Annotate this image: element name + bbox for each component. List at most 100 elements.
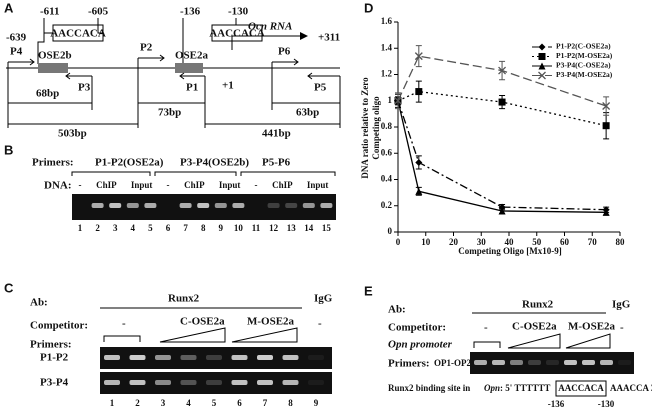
x-tick-label: 50 [532, 237, 542, 247]
lane-number: 5 [212, 398, 217, 408]
competitor: C-OSE2a [512, 321, 557, 333]
y-tick-label: 1 [388, 95, 393, 105]
lane-number: 9 [219, 223, 224, 233]
primer-set: P1-P2(OSE2a) [95, 157, 164, 169]
distance: 73bp [158, 107, 181, 119]
marker [498, 207, 506, 215]
primer: P2 [140, 42, 153, 54]
gel-band [180, 355, 197, 360]
panel-label: A [4, 0, 14, 15]
competitor: - [620, 322, 624, 334]
rna-arrow [231, 35, 300, 50]
coord: +311 [318, 32, 340, 44]
coord: -611 [40, 6, 60, 18]
lane-number: 3 [161, 398, 166, 408]
lane-number: 2 [95, 223, 100, 233]
panel-c: C Ab: Runx2 IgG Competitor: - C-OSE2a M-… [4, 280, 333, 408]
primers-label: Primers: [32, 157, 74, 169]
lane-number: 4 [186, 398, 191, 408]
brackets [71, 171, 336, 176]
primer-arrow [179, 72, 205, 80]
coord: -605 [88, 6, 109, 18]
lane-number: 1 [78, 223, 83, 233]
lane-header: - [167, 180, 170, 190]
coord: -130 [228, 6, 249, 18]
ab-label: Ab: [30, 297, 48, 309]
primer-arrow [307, 72, 340, 80]
competitor: - [318, 318, 322, 330]
x-tick-label: 10 [421, 237, 431, 247]
primers-label: Primers: [388, 358, 430, 370]
rna-label: Ocn RNA [248, 21, 292, 33]
gel-band [528, 360, 541, 365]
lane-number: 7 [263, 398, 268, 408]
control: IgG [612, 299, 631, 311]
coord: +1 [222, 80, 234, 92]
gel [100, 372, 332, 394]
primer-arrow [65, 72, 92, 80]
control: IgG [314, 293, 333, 305]
marker [415, 158, 423, 166]
marker [415, 88, 423, 96]
x-tick-label: 60 [560, 237, 570, 247]
gel-band [492, 360, 505, 365]
lane-number: 9 [314, 398, 319, 408]
site-coord: -136 [548, 399, 565, 409]
panel-label: D [364, 0, 373, 15]
gel-band [320, 203, 333, 208]
gel-band [600, 360, 613, 365]
y-tick-label: 0.2 [381, 200, 393, 210]
primer: P3 [78, 82, 91, 94]
gel-band [257, 355, 273, 360]
span-lines [8, 102, 340, 125]
x-tick-label: 20 [449, 237, 459, 247]
primers-label: Primers: [30, 339, 72, 351]
seq-box [211, 24, 263, 42]
lane-number: 5 [148, 223, 153, 233]
site-box: AACCACA [558, 383, 604, 393]
primer-set: OP1-OP2 [434, 358, 471, 368]
lane-header: Input [219, 180, 241, 190]
gel-band [206, 355, 222, 360]
connector [182, 18, 237, 64]
x-tick-label: 0 [396, 237, 401, 247]
gel-band [285, 203, 298, 208]
gel-band [197, 203, 210, 208]
lane-number: 11 [252, 223, 261, 233]
lane-number: 8 [288, 398, 293, 408]
distance: 63bp [296, 107, 319, 119]
lane-header: Input [131, 180, 153, 190]
distance: 441bp [262, 128, 291, 140]
lane-number: 10 [234, 223, 244, 233]
y-tick-label: 0.8 [381, 121, 393, 131]
lane-number: 15 [322, 223, 332, 233]
triangles [473, 333, 611, 349]
primer: P1 [186, 82, 198, 94]
primer-arrow [8, 58, 35, 66]
primer-arrow [138, 54, 165, 62]
series-line [397, 100, 607, 211]
ab-label: Ab: [388, 304, 406, 316]
seq-box [555, 380, 607, 397]
panel-label: C [4, 280, 14, 295]
lane-header: - [79, 180, 82, 190]
gel-band [179, 203, 192, 208]
y-tick-label: 0.6 [381, 147, 393, 157]
panel-label: E [364, 283, 373, 298]
primer: P6 [278, 46, 291, 58]
primer-set: P3-P4(OSE2b) [180, 157, 249, 169]
gel-band [302, 203, 315, 208]
y-tick-label: 0.4 [381, 174, 393, 184]
gel-band [282, 355, 299, 360]
site-gene: Opn [484, 383, 500, 393]
promoter: Opn promoter [388, 339, 453, 351]
antibody: Runx2 [168, 293, 200, 305]
series-line [397, 100, 607, 213]
gel-band [267, 203, 280, 208]
gel-band [618, 360, 631, 365]
lane-header: Input [307, 180, 329, 190]
site-text: Runx2 binding site in [388, 383, 470, 393]
x-axis-label: Competing Oligo [Mx10-9] [458, 246, 562, 256]
gel-band [144, 203, 157, 208]
distance: 68bp [36, 88, 59, 100]
